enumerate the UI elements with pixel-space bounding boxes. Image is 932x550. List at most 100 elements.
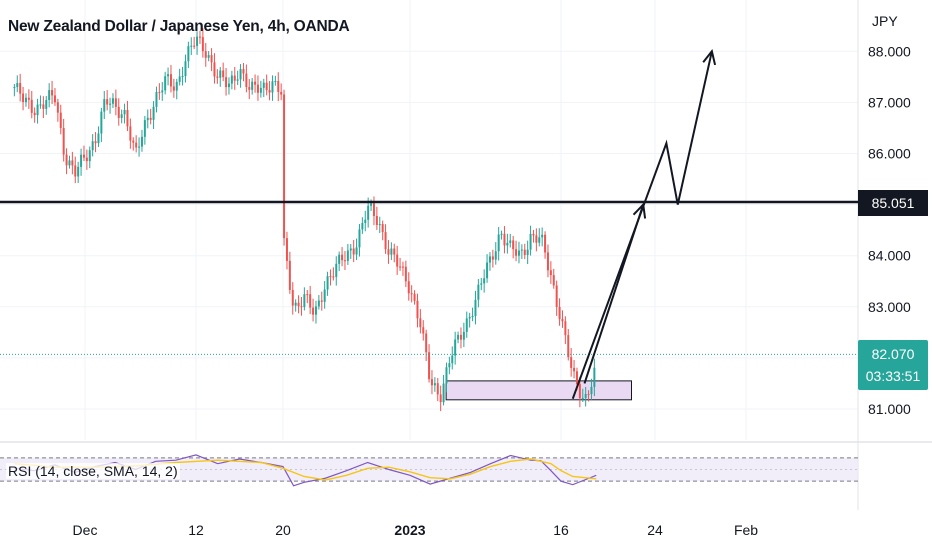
candle-body <box>506 242 509 246</box>
candle-body <box>494 251 497 260</box>
candle-body <box>430 379 433 386</box>
candle-body <box>587 394 590 396</box>
candle-body <box>100 111 103 134</box>
candle-body <box>56 102 59 113</box>
candle-body <box>242 69 245 74</box>
price-tick-label: 84.000 <box>868 248 911 264</box>
candle-body <box>422 327 425 334</box>
candle-body <box>80 154 83 167</box>
candle-body <box>251 81 254 90</box>
candle-body <box>564 321 567 336</box>
candle-body <box>436 383 439 395</box>
candle-body <box>358 229 361 248</box>
candle-body <box>111 98 114 104</box>
candle-body <box>352 248 355 255</box>
candle-body <box>552 275 555 286</box>
candle-body <box>361 223 364 230</box>
candle-body <box>468 317 471 319</box>
candle-body <box>271 81 274 93</box>
candle-body <box>158 92 161 94</box>
time-axis[interactable]: Dec 12 20 2023 16 24 Feb <box>73 522 759 538</box>
candle-body <box>372 203 375 217</box>
candle-body <box>448 363 451 368</box>
candle-body <box>222 70 225 78</box>
candle-body <box>294 302 297 306</box>
level-price-tag: 85.051 <box>858 190 928 216</box>
candle-body <box>184 61 187 77</box>
candle-body <box>573 367 576 372</box>
candle-body <box>277 80 280 92</box>
candle-body <box>13 87 16 89</box>
time-tick-label: Dec <box>73 522 98 538</box>
candle-body <box>169 74 172 87</box>
candle-body <box>483 278 486 284</box>
candle-body <box>419 318 422 328</box>
arrow-drawings[interactable] <box>571 49 717 400</box>
candle-body <box>149 117 152 120</box>
candle-body <box>549 270 552 276</box>
candle-body <box>314 306 317 315</box>
candle-body <box>497 234 500 252</box>
candle-body <box>190 45 193 47</box>
candle-body <box>248 87 251 90</box>
candle-body <box>213 62 216 77</box>
candle-body <box>526 249 529 255</box>
candle-body <box>167 74 170 77</box>
candle-body <box>407 281 410 294</box>
candle-body <box>517 250 520 256</box>
candle-body <box>283 94 286 239</box>
support-zone-rect <box>445 380 632 401</box>
candle-body <box>239 69 242 80</box>
candle-body <box>77 166 80 177</box>
candle-body <box>512 240 515 250</box>
candle-body <box>509 240 512 243</box>
candle-body <box>442 383 445 403</box>
candle-body <box>53 95 56 103</box>
rsi-legend-label: RSI (14, close, SMA, 14, 2) <box>6 463 180 479</box>
candle-body <box>82 154 85 158</box>
candle-body <box>515 249 518 256</box>
candle-body <box>71 160 74 166</box>
support-zone[interactable] <box>445 380 632 401</box>
price-axis[interactable]: 81.000 83.000 84.000 86.000 87.000 88.000 <box>868 43 911 417</box>
candle-body <box>390 248 393 255</box>
price-tick-label: 88.000 <box>868 43 911 59</box>
candle-body <box>297 302 300 307</box>
candle-body <box>471 315 474 318</box>
candle-body <box>45 100 48 109</box>
candle-body <box>288 260 291 290</box>
candle-body <box>404 266 407 282</box>
candle-body <box>491 256 494 260</box>
candle-body <box>477 284 480 300</box>
candle-body <box>457 334 460 340</box>
candle-body <box>227 83 230 88</box>
candle-body <box>146 117 149 121</box>
candle-body <box>103 99 106 112</box>
candle-body <box>245 73 248 88</box>
candle-body <box>42 104 45 109</box>
candle-body <box>480 283 483 285</box>
candle-body <box>532 233 535 236</box>
candle-body <box>561 319 564 322</box>
candlestick-series <box>0 28 858 412</box>
candle-body <box>541 234 544 238</box>
candle-body <box>341 254 344 261</box>
candle-body <box>416 300 419 319</box>
candle-body <box>433 383 436 386</box>
candle-body <box>590 386 593 395</box>
candle-body <box>570 357 573 368</box>
candle-body <box>268 90 271 93</box>
candle-body <box>62 128 65 155</box>
candle-body <box>27 97 30 100</box>
candle-body <box>488 256 491 263</box>
candle-body <box>303 294 306 307</box>
candle-body <box>161 90 164 93</box>
candle-body <box>486 262 489 279</box>
candle-body <box>546 252 549 271</box>
candle-body <box>535 235 538 243</box>
candle-body <box>451 355 454 364</box>
candle-body <box>85 157 88 162</box>
candle-body <box>323 289 326 302</box>
candle-body <box>225 77 228 88</box>
